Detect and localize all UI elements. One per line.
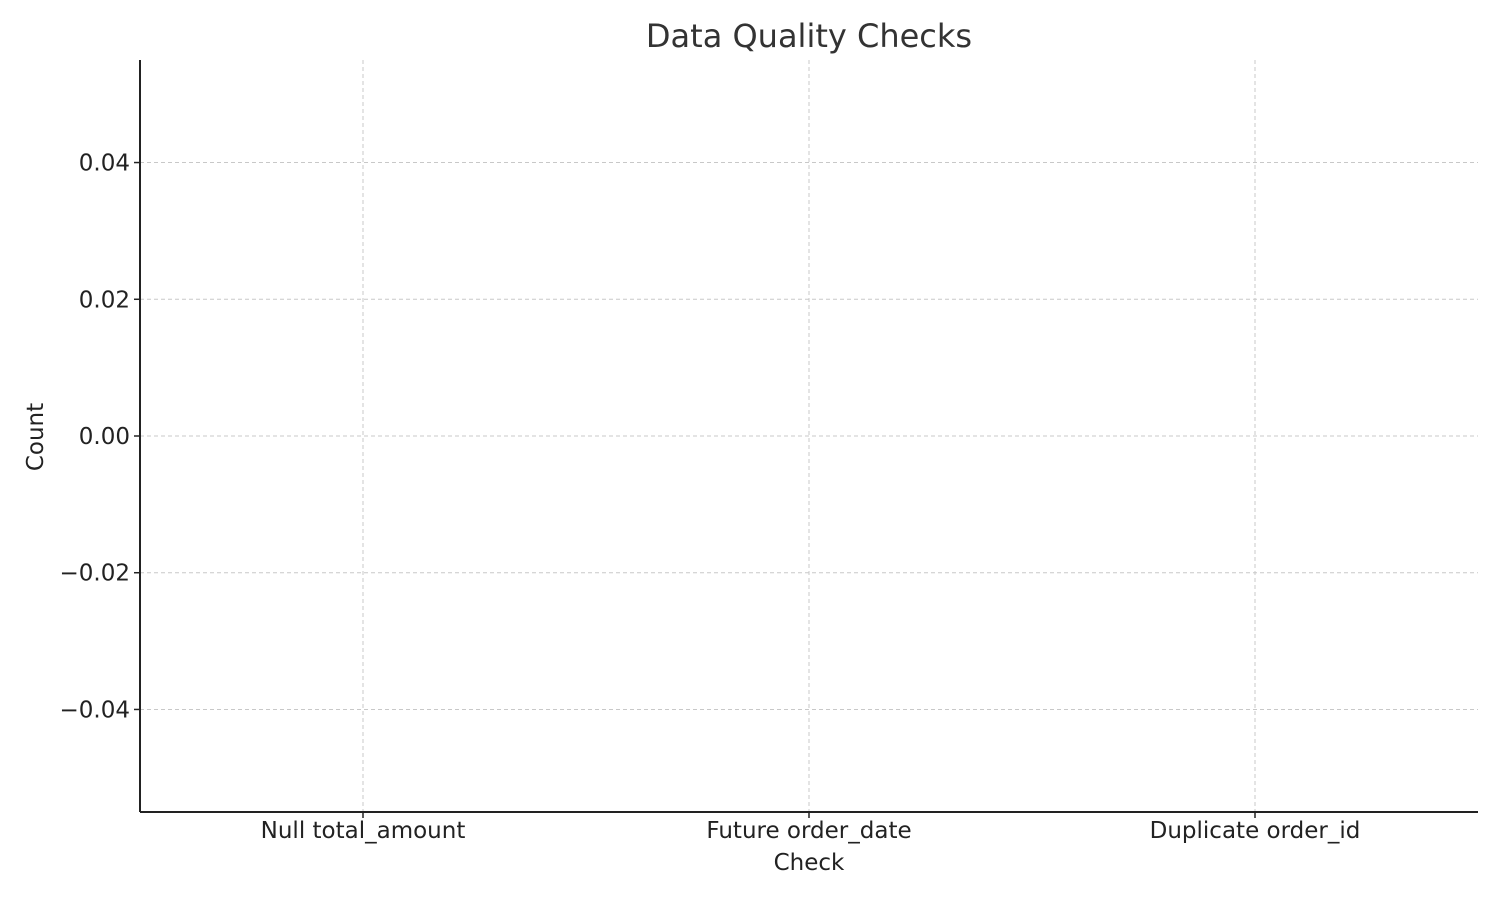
- y-tick-label: −0.04: [60, 697, 130, 723]
- y-tick-label: 0.02: [79, 287, 130, 313]
- x-tick-label: Future order_date: [706, 818, 911, 844]
- x-axis-label: Check: [774, 850, 845, 876]
- y-axis-label: Count: [23, 403, 49, 471]
- y-tick-label: 0.04: [79, 151, 130, 177]
- x-tick-labels: Null total_amount Future order_date Duplic…: [261, 812, 1361, 844]
- y-tick-label: 0.00: [79, 424, 130, 450]
- y-tick-label: −0.02: [60, 561, 130, 587]
- chart-title: Data Quality Checks: [646, 17, 972, 55]
- x-tick-label: Duplicate order_id: [1150, 818, 1361, 844]
- y-tick-labels: 0.04 0.02 0.00 −0.02 −0.04: [60, 151, 140, 723]
- x-tick-label: Null total_amount: [261, 818, 466, 844]
- x-grid-lines: [362, 60, 1256, 812]
